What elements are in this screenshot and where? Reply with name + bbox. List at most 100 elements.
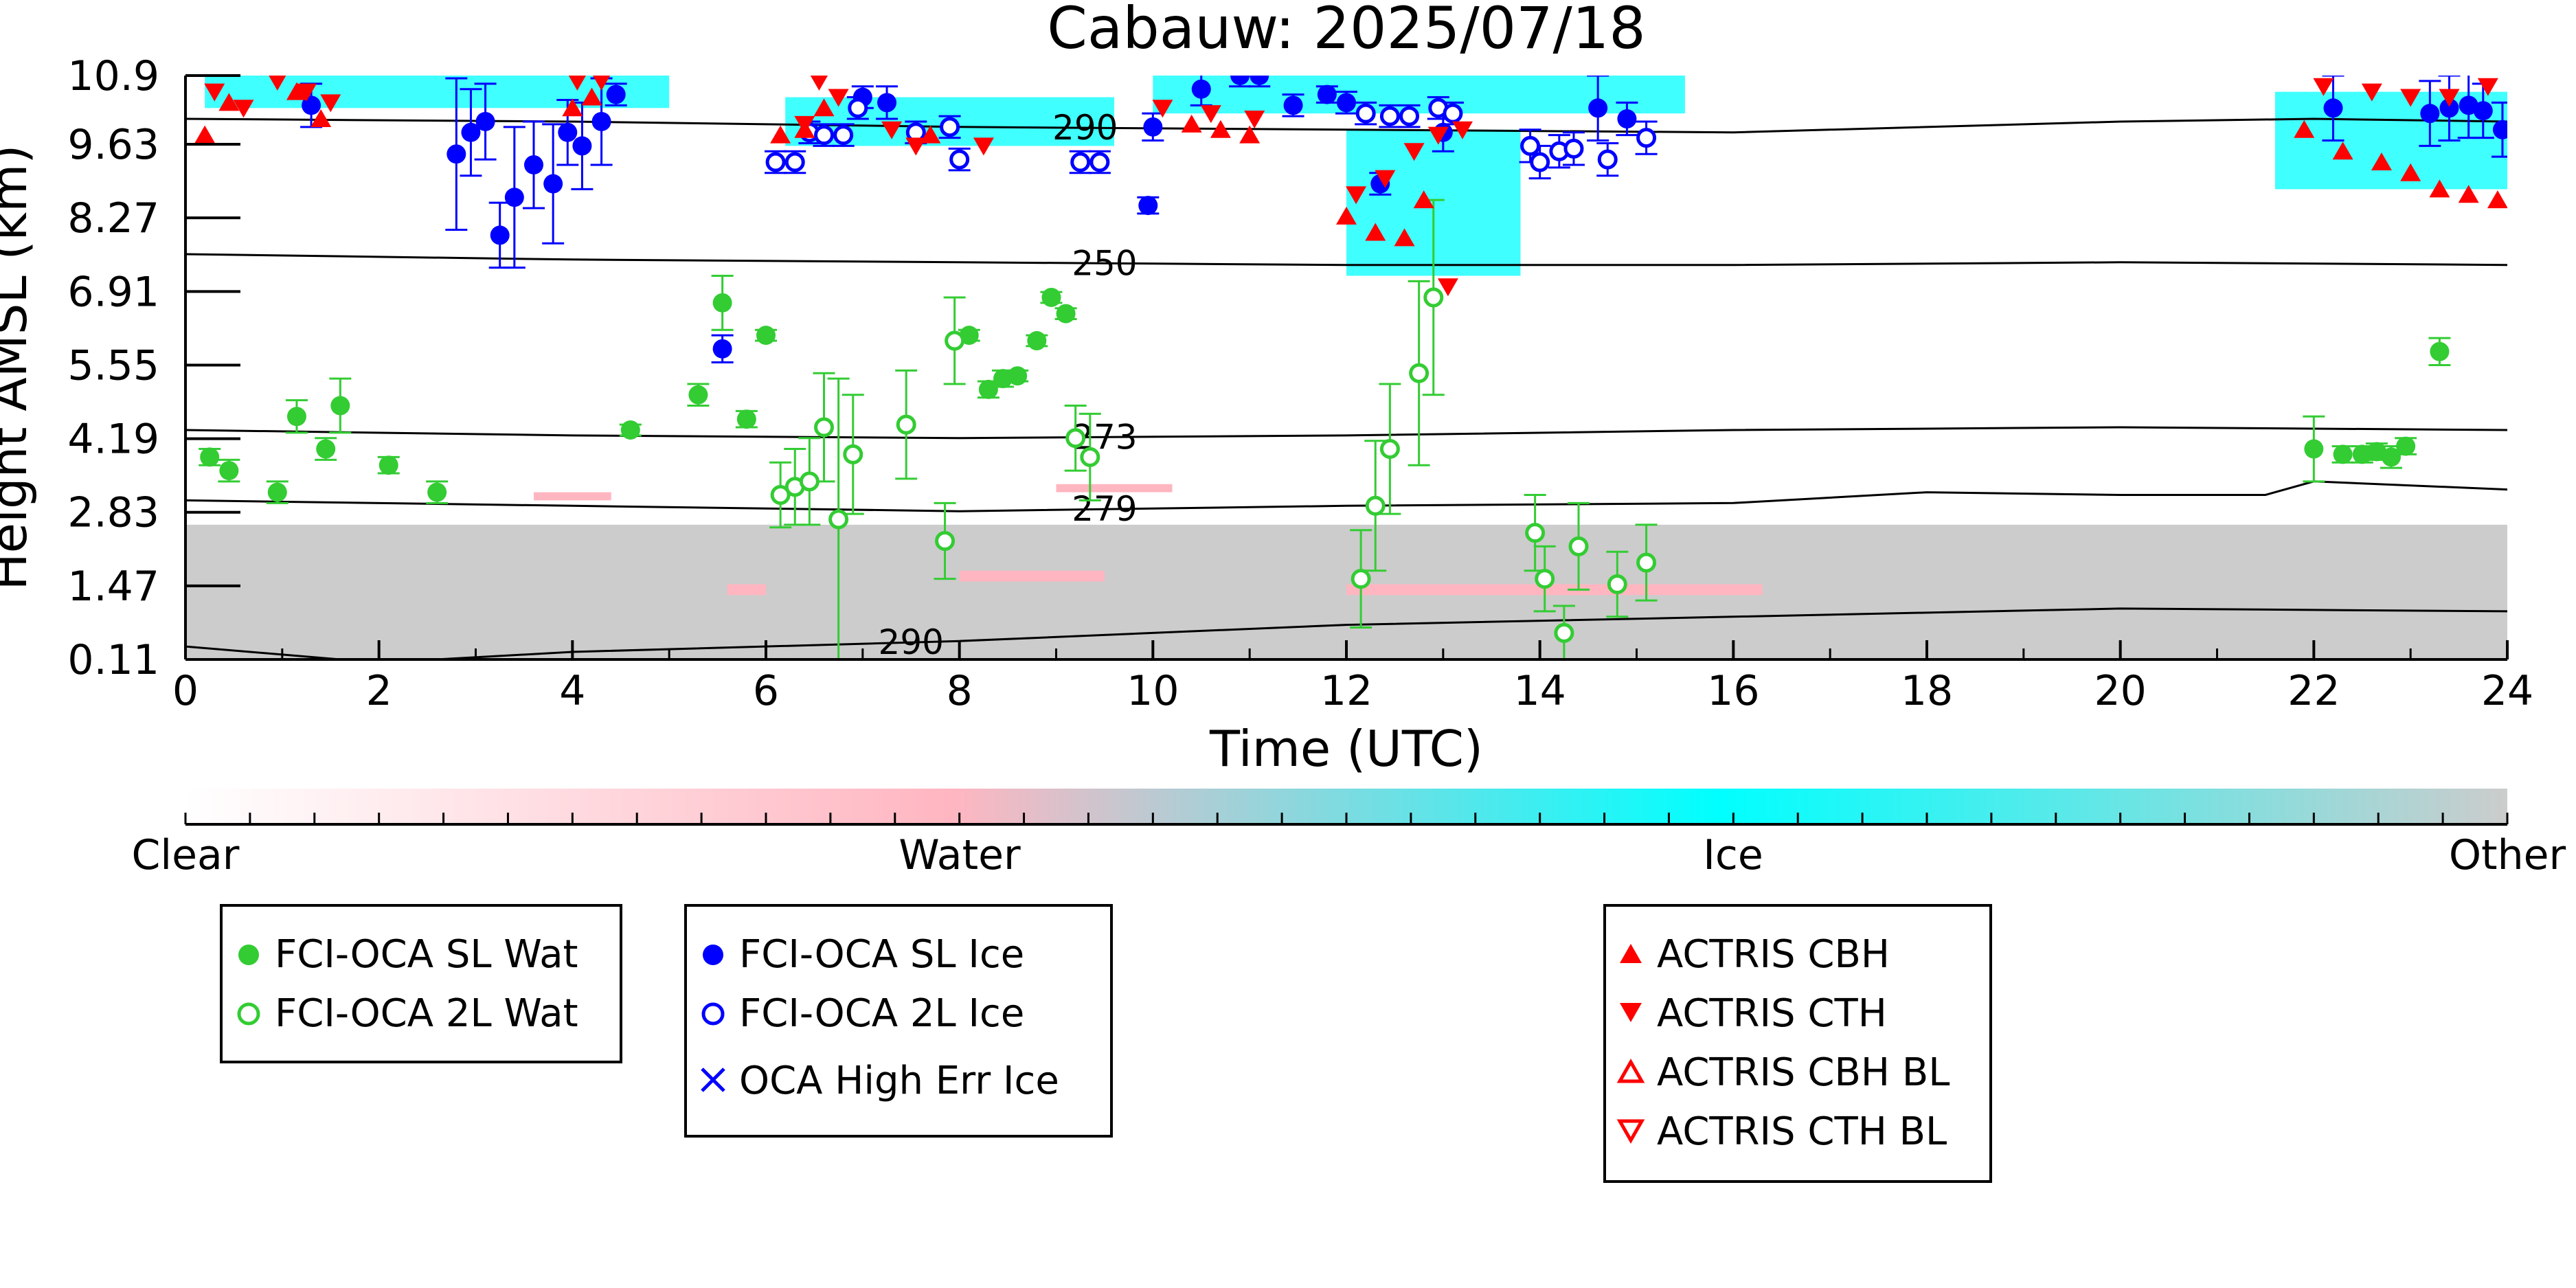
point-actris-cbh — [562, 98, 583, 117]
point-fci-oca-sl-ice — [461, 122, 481, 142]
point-actris-cbh — [1181, 114, 1202, 133]
point-fci-oca-sl-wat — [2366, 442, 2386, 462]
point-fci-oca-2l-ice — [1070, 152, 1091, 172]
point-fci-oca-sl-ice — [2473, 101, 2493, 121]
x-tick-label: 18 — [1901, 667, 1953, 715]
point-fci-oca-sl-ice — [490, 225, 510, 245]
point-actris-cth — [1452, 121, 1473, 139]
data-markers — [194, 76, 2507, 643]
point-fci-oca-sl-ice — [572, 136, 592, 156]
chart-title: Cabauw: 2025/07/18 — [1047, 0, 1645, 62]
colorbar-label-water: Water — [899, 831, 1021, 879]
point-fci-oca-sl-ice — [1283, 95, 1303, 115]
point-fci-oca-2l-ice — [1399, 106, 1420, 126]
point-actris-cbh — [813, 98, 835, 117]
point-fci-oca-2l-wat — [935, 530, 956, 551]
point-fci-oca-sl-wat — [2382, 447, 2401, 467]
y-tick-label: 5.55 — [67, 341, 159, 389]
point-fci-oca-sl-wat — [200, 447, 220, 467]
x-tick-label: 12 — [1320, 667, 1372, 715]
point-fci-oca-2l-wat — [1409, 363, 1430, 383]
x-tick-label: 10 — [1127, 667, 1179, 715]
point-fci-oca-sl-ice — [606, 84, 626, 104]
point-fci-oca-sl-wat — [1056, 304, 1076, 324]
colorbar-label-clear: Clear — [132, 831, 240, 879]
x-tick-label: 2 — [366, 667, 392, 715]
point-fci-oca-2l-wat — [1554, 622, 1574, 643]
point-actris-cbh — [1394, 228, 1415, 247]
point-actris-cbh — [2429, 179, 2450, 198]
point-actris-cth — [973, 137, 994, 156]
point-fci-oca-2l-ice — [833, 125, 854, 146]
point-fci-oca-sl-wat — [330, 396, 350, 416]
point-fci-oca-sl-wat — [379, 455, 398, 475]
point-actris-cth — [1244, 111, 1265, 129]
point-fci-oca-sl-ice — [1317, 84, 1337, 104]
point-actris-cbh — [218, 93, 240, 111]
contour-line-273 — [185, 426, 2507, 440]
legend-ice: FCI-OCA SL Ice FCI-OCA 2L Ice OCA High E… — [684, 904, 1113, 1138]
point-fci-oca-sl-ice — [475, 111, 495, 131]
point-fci-oca-sl-ice — [1250, 76, 1269, 85]
point-actris-cbh — [2400, 163, 2421, 181]
point-fci-oca-sl-ice — [543, 174, 563, 194]
point-fci-oca-2l-wat — [1365, 495, 1386, 516]
point-actris-cth — [1427, 126, 1449, 145]
point-actris-cth — [881, 121, 903, 139]
point-actris-cbh — [2332, 142, 2353, 160]
point-actris-cbh — [1413, 190, 1434, 209]
point-fci-oca-sl-wat — [712, 293, 732, 313]
y-tick-label: 1.47 — [67, 563, 159, 611]
point-fci-oca-sl-wat — [688, 385, 708, 405]
legend-cbh-bl-marker — [1616, 1058, 1645, 1083]
point-fci-oca-sl-wat — [756, 326, 776, 346]
point-fci-oca-sl-wat — [2333, 444, 2353, 464]
contour-line-290 — [185, 607, 2507, 659]
point-fci-oca-sl-wat — [2304, 439, 2324, 459]
point-fci-oca-sl-wat — [2396, 436, 2416, 456]
point-fci-oca-sl-wat — [2430, 341, 2450, 361]
point-actris-cth — [233, 100, 254, 118]
contour-label-290: 290 — [1052, 108, 1118, 148]
point-fci-oca-sl-wat — [219, 461, 239, 481]
legend-actris-frame — [1603, 904, 1992, 1183]
legend-cth-bl-label: ACTRIS CTH BL — [1657, 1109, 1947, 1154]
point-fci-oca-2l-wat — [770, 485, 791, 506]
x-tick-label: 16 — [1707, 667, 1759, 715]
cloud-mask-water-region — [1056, 484, 1173, 493]
point-actris-cth — [1346, 186, 1367, 205]
legend-cth-bl-marker — [1616, 1119, 1645, 1144]
point-fci-oca-2l-ice — [1379, 106, 1400, 126]
point-actris-cth — [1375, 170, 1396, 188]
point-fci-oca-2l-wat — [828, 509, 849, 530]
x-tick-label: 0 — [172, 667, 199, 715]
legend-cbh-label: ACTRIS CBH — [1657, 932, 1890, 977]
legend-cth-marker — [1620, 1003, 1642, 1022]
x-axis-title: Time (UTC) — [1209, 720, 1483, 778]
point-actris-cth — [828, 89, 849, 107]
point-fci-oca-2l-ice — [848, 98, 868, 118]
point-fci-oca-2l-wat — [814, 417, 834, 438]
y-tick-label: 6.91 — [67, 268, 159, 316]
point-actris-cbh — [581, 87, 602, 106]
point-fci-oca-sl-wat — [620, 420, 640, 440]
point-fci-oca-2l-ice — [949, 149, 970, 170]
y-tick-label: 4.19 — [67, 416, 159, 464]
legend-water: FCI-OCA SL Wat FCI-OCA 2L Wat — [220, 904, 622, 1063]
point-fci-oca-2l-wat — [1568, 536, 1589, 556]
legend-2l-wat-marker — [237, 1002, 260, 1026]
point-fci-oca-sl-ice — [591, 111, 611, 131]
point-fci-oca-2l-wat — [945, 330, 965, 351]
point-fci-oca-2l-wat — [1080, 447, 1100, 467]
contour-label-250: 250 — [1072, 243, 1137, 283]
point-actris-cbh — [1336, 206, 1357, 225]
point-fci-oca-2l-ice — [784, 152, 805, 172]
point-actris-cbh — [194, 125, 216, 144]
legend-sl-wat-label: FCI-OCA SL Wat — [275, 932, 578, 977]
point-actris-cth — [794, 115, 815, 134]
cloud-mask-water-region — [1346, 584, 1763, 596]
y-tick-label: 0.11 — [67, 636, 159, 684]
point-fci-oca-sl-wat — [978, 379, 998, 399]
